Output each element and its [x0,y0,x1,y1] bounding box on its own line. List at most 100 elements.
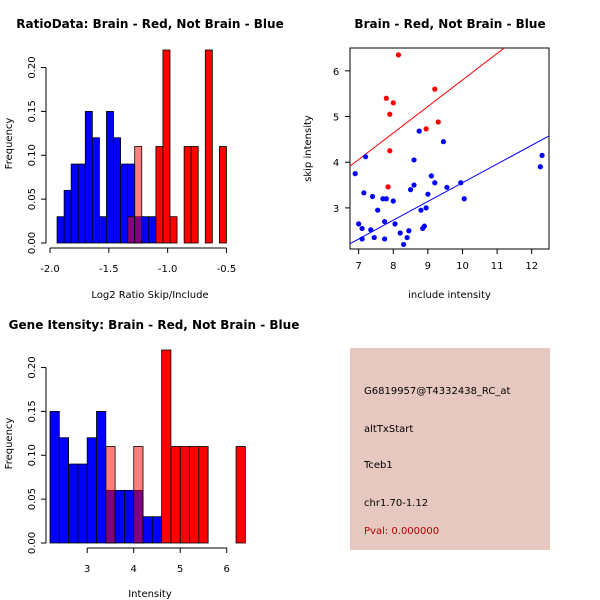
fit-line-brain [350,48,506,167]
y-tick-label: 5 [333,113,339,124]
point-not-brain [440,139,447,145]
y-tick-label: 0.20 [27,56,38,78]
x-tick-label: -1.0 [158,264,178,275]
point-not-brain [352,171,358,177]
x-tick-label: 12 [525,261,538,272]
bar-brain [189,446,200,544]
gene-name-text: Tceb1 [364,460,393,471]
bar-not-brain [114,489,125,544]
y-tick-label: 0.00 [27,232,38,254]
chart-title: Brain - Red, Not Brain - Blue [354,17,545,31]
point-not-brain [359,236,365,242]
bar-brain [127,216,136,244]
bar-not-brain [99,216,107,244]
point-not-brain [361,190,367,196]
x-tick-label: 9 [425,261,431,272]
bar-not-brain [141,216,150,244]
x-tick-label: 4 [131,564,137,575]
point-not-brain [371,234,377,241]
bar-brain [179,446,190,544]
y-tick-label: 0.05 [27,488,38,510]
x-axis-label: Log2 Ratio Skip/Include [91,290,208,301]
bar-brain [169,216,178,244]
bar-not-brain [86,437,97,544]
y-tick-label: 4 [333,158,339,169]
point-not-brain [401,241,407,248]
point-not-brain [375,207,381,213]
point-not-brain [369,193,376,200]
point-not-brain [356,221,362,227]
bar-not-brain [70,163,79,244]
point-brain [383,95,389,101]
point-not-brain [411,157,417,163]
location-text: chr1.70-1.12 [364,498,429,509]
bar-brain [183,146,192,244]
point-brain [387,111,393,117]
bar-not-brain [63,189,72,244]
bar-not-brain [124,489,135,544]
event-type-text: altTxStart [364,424,414,435]
x-tick-label: 7 [355,261,361,272]
bar-brain [198,446,209,544]
bar-brain [161,349,172,544]
info-panel: G6819957@T4332438_RC_at altTxStart Tceb1… [350,348,550,550]
point-not-brain [428,173,434,179]
y-tick-label: 0.00 [27,532,38,554]
point-not-brain [397,230,403,236]
point-not-brain [362,154,369,160]
point-not-brain [383,196,389,202]
point-not-brain [411,182,417,188]
point-not-brain [461,196,467,202]
bar-not-brain [58,437,70,544]
bar-not-brain [77,463,88,544]
bar-not-brain [49,411,60,544]
point-brain [387,148,393,154]
point-not-brain [404,234,410,241]
x-axis-label: Intensity [128,589,172,600]
y-tick-label: 3 [333,204,339,215]
point-brain [435,119,441,125]
bar-not-brain [84,111,93,244]
bar-not-brain [68,463,79,544]
point-not-brain [407,187,414,193]
y-tick-label: 0.15 [27,400,38,422]
x-tick-label: -2.0 [40,264,60,275]
y-tick-label: 6 [333,67,339,78]
fit-line-not-brain [350,135,549,245]
point-brain [385,184,391,190]
bar-not-brain [142,516,153,544]
bar-brain [105,446,116,544]
bar-not-brain [96,411,107,544]
x-tick-label: 6 [224,564,230,575]
bar-brain [162,49,171,244]
bar-brain [170,446,181,544]
chart-title: RatioData: Brain - Red, Not Brain - Blue [16,17,283,31]
bar-not-brain [91,137,100,244]
chart-title: Gene Itensity: Brain - Red, Not Brain - … [9,318,300,332]
point-brain [395,52,402,58]
plot-frame [349,47,550,250]
pval-text: Pval: 0.000000 [364,526,440,537]
point-brain [432,86,438,92]
point-not-brain [421,223,428,229]
point-not-brain [458,180,464,186]
y-tick-label: 0.10 [27,444,38,466]
x-tick-label: 5 [177,564,183,575]
bar-not-brain [77,163,86,244]
x-tick-label: 10 [456,261,469,272]
point-brain [423,126,429,132]
bar-brain [155,146,164,244]
point-not-brain [423,205,429,211]
x-tick-label: -1.5 [99,264,119,275]
x-axis-label: include intensity [408,290,491,301]
point-not-brain [539,152,545,158]
point-not-brain [382,218,388,225]
point-brain [390,100,396,106]
probe-id-text: G6819957@T4332438_RC_at [364,386,511,397]
x-tick-label: 3 [84,564,90,575]
point-not-brain [368,227,374,233]
y-tick-label: 0.15 [27,100,38,122]
x-tick-label: -0.5 [217,264,237,275]
point-not-brain [382,236,388,242]
